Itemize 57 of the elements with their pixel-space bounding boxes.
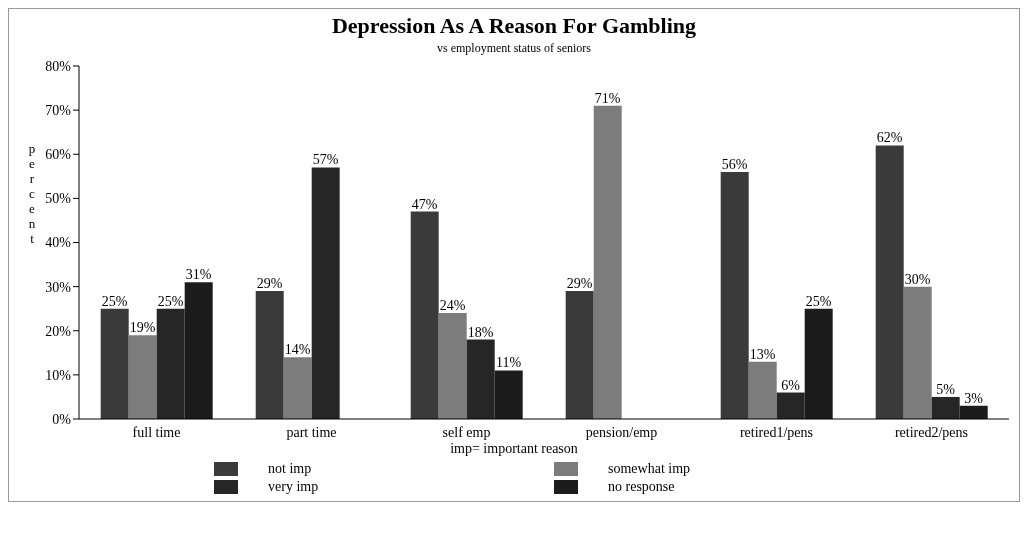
data-label: 29%	[566, 276, 593, 292]
bar	[283, 357, 312, 419]
data-label: 25%	[805, 293, 832, 309]
y-tick-label: 10%	[45, 367, 72, 383]
x-tick-label: full time	[132, 424, 181, 440]
data-label: 30%	[904, 271, 931, 287]
data-label: 6%	[781, 377, 801, 393]
y-tick-label: 50%	[45, 191, 72, 207]
legend-label: not imp	[268, 461, 312, 477]
data-label: 25%	[157, 293, 184, 309]
legend-label: very imp	[268, 479, 319, 495]
data-label: 47%	[411, 196, 438, 212]
data-label: 25%	[101, 293, 128, 309]
y-tick-label: 30%	[45, 279, 72, 295]
bar	[438, 313, 467, 419]
data-label: 56%	[721, 156, 748, 172]
y-axis-title: percent	[28, 141, 36, 246]
bar	[255, 291, 284, 419]
x-axis-title: imp= important reason	[449, 441, 579, 457]
data-label: 14%	[284, 342, 311, 358]
x-tick-label: pension/emp	[585, 424, 658, 440]
bar	[565, 291, 594, 419]
x-tick-label: retired1/pens	[739, 424, 814, 440]
bar	[311, 167, 340, 419]
data-label: 24%	[439, 298, 466, 314]
data-label: 19%	[129, 320, 156, 336]
data-label: 71%	[594, 90, 621, 106]
bar	[100, 308, 129, 419]
y-tick-label: 0%	[52, 411, 72, 427]
legend-label: no response	[608, 479, 675, 495]
chart-subtitle: vs employment status of seniors	[436, 41, 592, 56]
bar	[903, 286, 932, 419]
bar	[875, 145, 904, 419]
y-tick-label: 80%	[45, 58, 72, 74]
data-label: 5%	[936, 381, 956, 397]
x-tick-label: part time	[286, 424, 337, 440]
data-label: 11%	[496, 355, 522, 371]
x-tick-label: self emp	[442, 424, 491, 440]
y-tick-label: 60%	[45, 147, 72, 163]
data-label: 29%	[256, 276, 283, 292]
y-tick-label: 20%	[45, 323, 72, 339]
data-label: 31%	[185, 267, 212, 283]
chart-title: Depression As A Reason For Gambling	[330, 13, 698, 39]
bar	[128, 335, 157, 419]
x-tick-label: retired2/pens	[894, 424, 969, 440]
legend-label: somewhat imp	[608, 461, 691, 477]
data-label: 13%	[749, 346, 776, 362]
data-label: 18%	[467, 324, 494, 340]
data-label: 57%	[312, 152, 339, 168]
bar	[410, 211, 439, 419]
bar	[720, 171, 749, 419]
data-label: 62%	[876, 130, 903, 146]
bar	[748, 361, 777, 419]
data-label: 3%	[964, 390, 984, 406]
bar	[593, 105, 622, 419]
y-tick-label: 70%	[45, 103, 72, 119]
y-tick-label: 40%	[45, 235, 72, 251]
